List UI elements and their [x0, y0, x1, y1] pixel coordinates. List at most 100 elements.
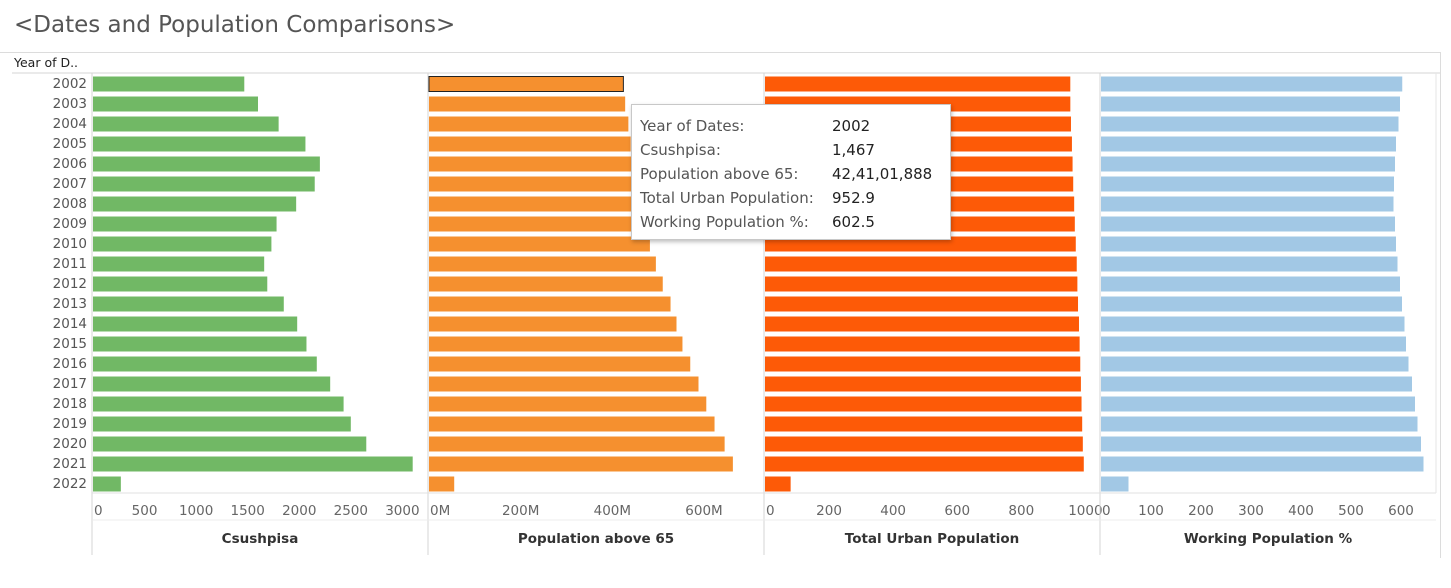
- year-label: 2005: [53, 136, 87, 152]
- bar-population-above-65-2022[interactable]: [429, 476, 455, 492]
- bar-working-population--2008[interactable]: [1101, 196, 1394, 212]
- tooltip-value: 1,467: [832, 141, 875, 159]
- x-tick-label: 1000: [1068, 503, 1102, 519]
- x-tick-label: 600M: [685, 503, 722, 519]
- bar-csushpisa-2003[interactable]: [93, 96, 258, 112]
- bar-population-above-65-2008[interactable]: [429, 196, 639, 212]
- bar-population-above-65-2019[interactable]: [429, 416, 715, 432]
- bar-working-population--2022[interactable]: [1101, 476, 1129, 492]
- tooltip-label: Population above 65:: [640, 165, 799, 183]
- row-header[interactable]: Year of D..: [14, 55, 79, 70]
- bar-csushpisa-2007[interactable]: [93, 176, 315, 192]
- x-axis-title: Working Population %: [1184, 531, 1353, 547]
- bar-population-above-65-2002[interactable]: [428, 76, 624, 92]
- bar-working-population--2005[interactable]: [1101, 136, 1396, 152]
- tooltip: Year of Dates: 2002 Csushpisa: 1,467 Pop…: [631, 104, 951, 240]
- bar-working-population--2017[interactable]: [1101, 376, 1412, 392]
- bar-working-population--2013[interactable]: [1101, 296, 1402, 312]
- x-tick-label: 200: [1188, 503, 1214, 519]
- bar-working-population--2007[interactable]: [1101, 176, 1394, 192]
- bar-population-above-65-2010[interactable]: [429, 236, 650, 252]
- x-tick-label: 0: [766, 503, 775, 519]
- bar-csushpisa-2019[interactable]: [93, 416, 351, 432]
- bar-population-above-65-2021[interactable]: [429, 456, 733, 472]
- bar-population-above-65-2003[interactable]: [429, 96, 626, 112]
- x-tick-label: 1500: [231, 503, 265, 519]
- x-tick-label: 300: [1238, 503, 1264, 519]
- bar-population-above-65-2009[interactable]: [429, 216, 643, 232]
- bar-working-population--2009[interactable]: [1101, 216, 1395, 232]
- bar-population-above-65-2020[interactable]: [429, 436, 725, 452]
- bar-population-above-65-2004[interactable]: [429, 116, 629, 132]
- bar-csushpisa-2017[interactable]: [93, 376, 331, 392]
- bar-csushpisa-2011[interactable]: [93, 256, 265, 272]
- bar-working-population--2018[interactable]: [1101, 396, 1415, 412]
- bar-csushpisa-2008[interactable]: [93, 196, 297, 212]
- bar-working-population--2002[interactable]: [1101, 76, 1403, 92]
- bar-population-above-65-2016[interactable]: [429, 356, 691, 372]
- bar-csushpisa-2004[interactable]: [93, 116, 279, 132]
- bar-working-population--2019[interactable]: [1101, 416, 1418, 432]
- bar-total-urban-population-2016[interactable]: [765, 356, 1081, 372]
- bar-population-above-65-2014[interactable]: [429, 316, 677, 332]
- x-tick-label: 0: [1102, 503, 1111, 519]
- year-label: 2020: [53, 436, 87, 452]
- bar-total-urban-population-2002[interactable]: [765, 76, 1071, 92]
- bar-working-population--2010[interactable]: [1101, 236, 1396, 252]
- bar-total-urban-population-2019[interactable]: [765, 416, 1083, 432]
- bar-working-population--2021[interactable]: [1101, 456, 1424, 472]
- bar-total-urban-population-2022[interactable]: [765, 476, 791, 492]
- bar-population-above-65-2012[interactable]: [429, 276, 663, 292]
- bar-total-urban-population-2018[interactable]: [765, 396, 1082, 412]
- bar-working-population--2011[interactable]: [1101, 256, 1398, 272]
- bar-working-population--2020[interactable]: [1101, 436, 1421, 452]
- bar-csushpisa-2022[interactable]: [93, 476, 121, 492]
- bar-population-above-65-2017[interactable]: [429, 376, 699, 392]
- bar-csushpisa-2015[interactable]: [93, 336, 307, 352]
- bar-csushpisa-2002[interactable]: [93, 76, 245, 92]
- bar-population-above-65-2011[interactable]: [429, 256, 656, 272]
- bar-csushpisa-2012[interactable]: [93, 276, 268, 292]
- bar-csushpisa-2009[interactable]: [93, 216, 277, 232]
- bar-population-above-65-2013[interactable]: [429, 296, 671, 312]
- bar-csushpisa-2016[interactable]: [93, 356, 317, 372]
- bar-total-urban-population-2020[interactable]: [765, 436, 1083, 452]
- bar-total-urban-population-2011[interactable]: [765, 256, 1077, 272]
- bar-total-urban-population-2013[interactable]: [765, 296, 1079, 312]
- bar-total-urban-population-2015[interactable]: [765, 336, 1080, 352]
- bar-total-urban-population-2021[interactable]: [765, 456, 1084, 472]
- bar-csushpisa-2005[interactable]: [93, 136, 306, 152]
- bar-total-urban-population-2010[interactable]: [765, 236, 1076, 252]
- bar-working-population--2004[interactable]: [1101, 116, 1399, 132]
- bar-csushpisa-2020[interactable]: [93, 436, 367, 452]
- bar-population-above-65-2015[interactable]: [429, 336, 683, 352]
- year-label: 2013: [53, 296, 87, 312]
- x-axis-title: Population above 65: [518, 531, 674, 547]
- year-label: 2006: [53, 156, 87, 172]
- bar-total-urban-population-2012[interactable]: [765, 276, 1078, 292]
- bar-total-urban-population-2017[interactable]: [765, 376, 1081, 392]
- bar-working-population--2014[interactable]: [1101, 316, 1405, 332]
- bar-total-urban-population-2014[interactable]: [765, 316, 1079, 332]
- bar-csushpisa-2010[interactable]: [93, 236, 272, 252]
- bar-csushpisa-2014[interactable]: [93, 316, 298, 332]
- bar-population-above-65-2006[interactable]: [429, 156, 634, 172]
- bar-population-above-65-2005[interactable]: [429, 136, 631, 152]
- tooltip-label: Year of Dates:: [640, 117, 745, 135]
- year-label: 2010: [53, 236, 87, 252]
- bar-working-population--2015[interactable]: [1101, 336, 1406, 352]
- bar-population-above-65-2007[interactable]: [429, 176, 637, 192]
- x-tick-label: 400: [1288, 503, 1314, 519]
- x-tick-label: 400M: [594, 503, 631, 519]
- bar-csushpisa-2013[interactable]: [93, 296, 284, 312]
- bar-working-population--2003[interactable]: [1101, 96, 1400, 112]
- bar-working-population--2006[interactable]: [1101, 156, 1395, 172]
- bar-csushpisa-2021[interactable]: [93, 456, 413, 472]
- x-axis-title: Csushpisa: [222, 531, 299, 547]
- bar-working-population--2012[interactable]: [1101, 276, 1400, 292]
- bar-working-population--2016[interactable]: [1101, 356, 1409, 372]
- bar-population-above-65-2018[interactable]: [429, 396, 707, 412]
- bar-csushpisa-2006[interactable]: [93, 156, 320, 172]
- bar-csushpisa-2018[interactable]: [93, 396, 344, 412]
